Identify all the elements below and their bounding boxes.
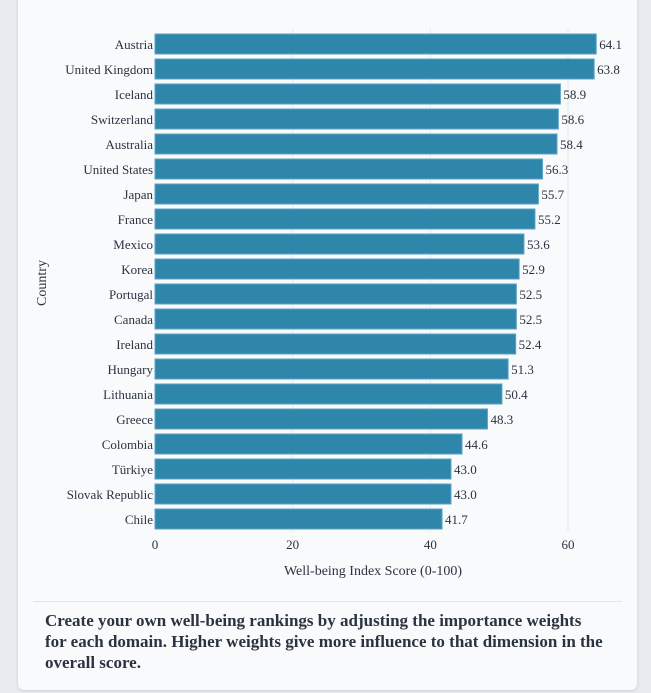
category-label: Portugal bbox=[109, 287, 153, 302]
x-tick-label: 40 bbox=[424, 537, 437, 552]
bar[interactable] bbox=[154, 33, 597, 55]
value-label: 51.3 bbox=[511, 362, 534, 377]
bar[interactable] bbox=[154, 458, 452, 480]
value-label: 63.8 bbox=[597, 62, 620, 77]
value-label: 41.7 bbox=[445, 512, 468, 527]
value-label: 43.0 bbox=[454, 487, 477, 502]
bar[interactable] bbox=[154, 433, 463, 455]
value-label: 52.4 bbox=[519, 337, 542, 352]
value-label: 56.3 bbox=[546, 162, 569, 177]
category-label: Australia bbox=[105, 137, 153, 152]
category-label: Switzerland bbox=[91, 112, 154, 127]
category-label: France bbox=[118, 212, 154, 227]
bar[interactable] bbox=[154, 208, 536, 230]
category-label: Mexico bbox=[113, 237, 153, 252]
bar[interactable] bbox=[154, 83, 561, 105]
bar[interactable] bbox=[154, 383, 503, 405]
x-axis-title: Well-being Index Score (0-100) bbox=[284, 564, 462, 579]
category-label: United States bbox=[83, 162, 153, 177]
bar[interactable] bbox=[154, 508, 443, 530]
category-label: Iceland bbox=[115, 87, 154, 102]
bar[interactable] bbox=[154, 308, 517, 330]
category-label: Hungary bbox=[108, 362, 154, 377]
divider bbox=[33, 601, 622, 602]
value-label: 48.3 bbox=[490, 412, 513, 427]
bar[interactable] bbox=[154, 233, 525, 255]
category-label: Lithuania bbox=[103, 387, 153, 402]
value-label: 52.5 bbox=[519, 287, 542, 302]
value-label: 58.4 bbox=[560, 137, 583, 152]
bar[interactable] bbox=[154, 333, 517, 355]
value-label: 43.0 bbox=[454, 462, 477, 477]
bar[interactable] bbox=[154, 258, 520, 280]
value-label: 52.9 bbox=[522, 262, 545, 277]
category-label: Colombia bbox=[102, 437, 154, 452]
value-label: 53.6 bbox=[527, 237, 550, 252]
bar[interactable] bbox=[154, 58, 595, 80]
category-label: Türkiye bbox=[112, 462, 153, 477]
category-label: Austria bbox=[115, 37, 154, 52]
instructions-text: Create your own well-being rankings by a… bbox=[45, 611, 603, 672]
bar[interactable] bbox=[154, 108, 559, 130]
value-label: 64.1 bbox=[599, 37, 622, 52]
bar[interactable] bbox=[154, 358, 509, 380]
value-label: 52.5 bbox=[519, 312, 542, 327]
value-label: 55.7 bbox=[541, 187, 564, 202]
value-label: 44.6 bbox=[465, 437, 488, 452]
value-label: 58.6 bbox=[561, 112, 584, 127]
bar[interactable] bbox=[154, 133, 558, 155]
value-label: 55.2 bbox=[538, 212, 561, 227]
bar[interactable] bbox=[154, 183, 539, 205]
bar[interactable] bbox=[154, 283, 517, 305]
category-label: Canada bbox=[114, 312, 153, 327]
x-tick-label: 60 bbox=[562, 537, 575, 552]
category-label: United Kingdom bbox=[65, 62, 153, 77]
well-being-bar-chart: Austria 64.1 United Kingdom 63.8 Iceland 58.9… bbox=[35, 28, 622, 579]
y-axis-title: Country bbox=[35, 260, 50, 306]
category-label: Chile bbox=[125, 512, 153, 527]
x-tick-label: 0 bbox=[152, 537, 159, 552]
bar[interactable] bbox=[154, 408, 488, 430]
category-label: Ireland bbox=[116, 337, 153, 352]
value-label: 58.9 bbox=[563, 87, 586, 102]
category-label: Japan bbox=[123, 187, 153, 202]
x-tick-label: 20 bbox=[286, 537, 299, 552]
category-label: Korea bbox=[121, 262, 153, 277]
value-label: 50.4 bbox=[505, 387, 528, 402]
category-label: Slovak Republic bbox=[67, 487, 154, 502]
bar[interactable] bbox=[154, 158, 544, 180]
category-label: Greece bbox=[116, 412, 153, 427]
bar[interactable] bbox=[154, 483, 452, 505]
